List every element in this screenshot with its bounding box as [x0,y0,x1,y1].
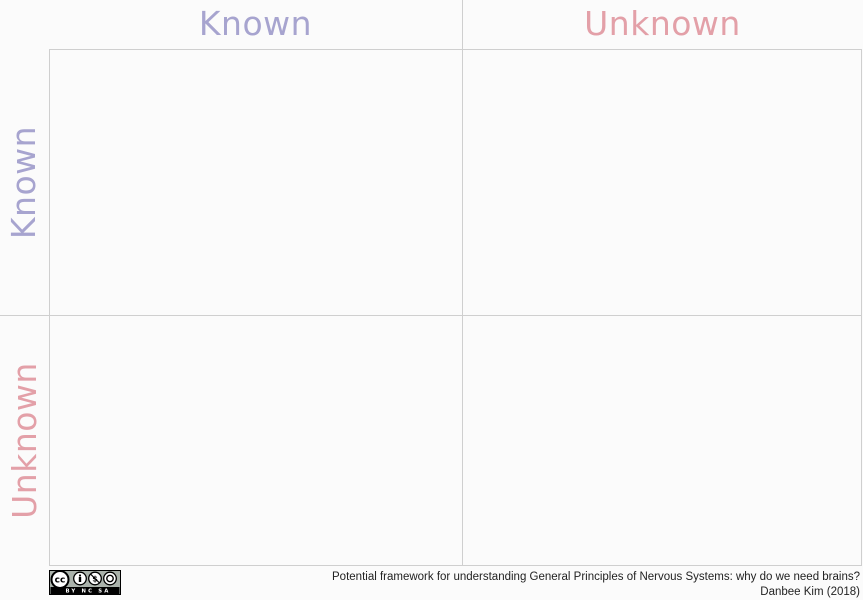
creative-commons-by-nc-sa-icon: cc $ BY NC SA [49,570,121,595]
cell-known-known [49,49,462,315]
column-header-unknown: Unknown [584,4,741,43]
cell-unknown-unknown [462,315,862,565]
row-header-unknown-label: Unknown [4,361,44,519]
row-header-known-label: Known [4,125,44,239]
grid-line-middle-vertical [462,0,463,566]
cell-known-unknown [462,49,862,315]
grid-line-middle-horizontal [0,315,862,316]
footer-caption: Potential framework for understanding Ge… [332,570,860,599]
row-header-known: Known [0,49,48,315]
license-badge-text: BY NC SA [65,589,110,595]
row-header-unknown: Unknown [0,315,48,565]
cell-unknown-known [49,315,462,565]
grid-line-top [49,49,862,50]
svg-text:cc: cc [55,576,66,586]
grid-line-bottom [49,565,862,566]
grid-line-left [49,49,50,566]
caption-text: Potential framework for understanding Ge… [332,571,860,583]
grid-line-right [861,49,862,566]
author-credit: Danbee Kim (2018) [760,585,860,598]
column-header-known: Known [198,4,313,43]
